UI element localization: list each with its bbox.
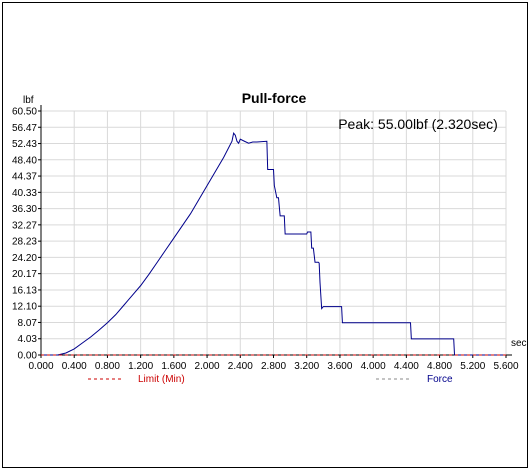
y-tick-label: 16.13 [12, 285, 37, 296]
x-axis-unit: sec [511, 338, 527, 349]
x-tick-label: 0.800 [95, 361, 120, 372]
x-tick-label: 4.400 [394, 361, 419, 372]
y-tick-label: 24.20 [12, 253, 37, 264]
x-tick-label: 2.400 [228, 361, 253, 372]
y-tick-label: 12.10 [12, 302, 37, 313]
y-axis-unit: lbf [23, 95, 34, 106]
x-tick-label: 0.400 [62, 361, 87, 372]
y-tick-label: 48.40 [12, 155, 37, 166]
x-tick-label: 2.000 [195, 361, 220, 372]
legend-force-label: Force [427, 374, 453, 385]
y-tick-label: 60.50 [12, 107, 37, 118]
y-tick-label: 0.00 [18, 351, 38, 362]
peak-annotation: Peak: 55.00lbf (2.320sec) [338, 116, 498, 132]
y-tick-label: 52.43 [12, 139, 37, 150]
y-tick-label: 56.47 [12, 123, 37, 134]
x-tick-label: 1.600 [161, 361, 186, 372]
x-tick-label: 4.800 [427, 361, 452, 372]
series-lines [41, 132, 506, 356]
y-tick-label: 40.33 [12, 188, 37, 199]
x-tick-label: 0.000 [28, 361, 53, 372]
y-tick-label: 8.07 [18, 318, 38, 329]
y-tick-label: 32.27 [12, 220, 37, 231]
x-tick-label: 3.600 [327, 361, 352, 372]
y-tick-label: 20.17 [12, 269, 37, 280]
pull-force-chart: 0.00 4.03 8.07 12.10 16.13 20.17 24.20 28.23 32.… [12, 90, 527, 385]
y-tick-label: 4.03 [18, 334, 38, 345]
y-tick-labels: 0.00 4.03 8.07 12.10 16.13 20.17 24.20 28.23 32.… [12, 107, 37, 362]
x-tick-label: 5.200 [460, 361, 485, 372]
grid-lines [40, 110, 507, 356]
legend: Limit (Min) Force [88, 374, 453, 385]
chart-title: Pull-force [242, 90, 307, 106]
force-series-line [41, 132, 506, 356]
legend-limit-label: Limit (Min) [138, 374, 185, 385]
x-tick-label: 3.200 [294, 361, 319, 372]
y-tick-label: 36.30 [12, 204, 37, 215]
chart-frame: 0.00 4.03 8.07 12.10 16.13 20.17 24.20 28.23 32.… [2, 2, 528, 468]
y-tick-label: 44.37 [12, 172, 37, 183]
x-tick-label: 1.200 [128, 361, 153, 372]
axes [38, 105, 512, 358]
x-tick-label: 2.800 [261, 361, 286, 372]
x-tick-labels: 0.000 0.400 0.800 1.200 1.600 2.000 2.400 2.800… [28, 361, 518, 372]
x-tick-label: 5.600 [493, 361, 518, 372]
x-tick-label: 4.000 [361, 361, 386, 372]
y-tick-label: 28.23 [12, 237, 37, 248]
